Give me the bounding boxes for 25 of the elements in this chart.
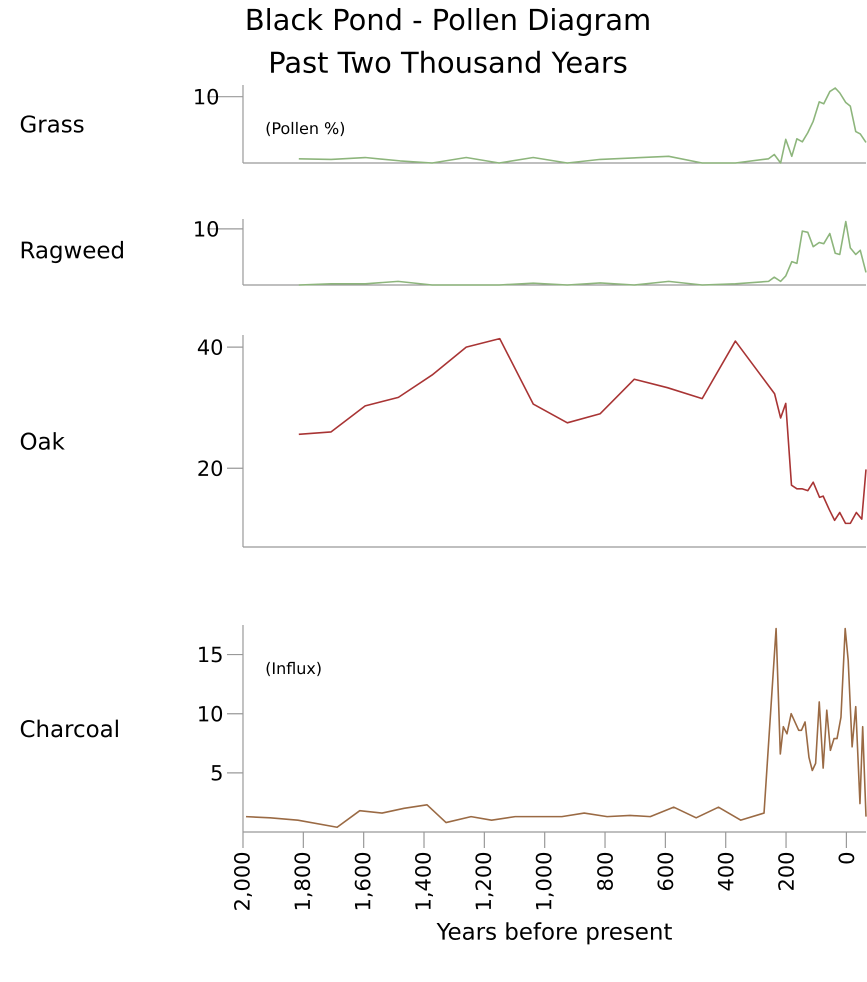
x-tick-label: 1,000: [536, 852, 554, 910]
x-tick-label: 800: [597, 852, 613, 890]
annotation: (Pollen %): [266, 122, 344, 136]
chart-title: Black Pond - Pollen Diagram: [248, 8, 649, 36]
y-axis-title: Grass: [20, 115, 84, 133]
x-tick-label: 200: [778, 852, 794, 890]
y-axis-title: Oak: [20, 432, 65, 450]
x-tick-label: 1,400: [415, 852, 433, 910]
x-tick-label: 0: [838, 852, 854, 864]
y-tick-label: 40: [198, 339, 222, 356]
x-tick-label: 1,200: [475, 852, 494, 910]
x-tick-label: 2,000: [234, 852, 252, 910]
x-tick-label: 1,600: [354, 852, 373, 910]
chart-subtitle: Past Two Thousand Years: [271, 50, 626, 74]
y-tick-label: 5: [212, 765, 222, 781]
y-tick-label: 20: [198, 460, 222, 476]
y-axis-title: Ragweed: [22, 240, 123, 264]
y-tick-label: 15: [199, 646, 222, 662]
x-axis-title: Years before present: [436, 922, 672, 944]
y-tick-label: 10: [199, 706, 222, 722]
x-tick-label: 1,800: [294, 852, 312, 910]
x-tick-label: 400: [718, 852, 734, 890]
x-tick-label: 600: [657, 852, 674, 890]
annotation: (Influx): [266, 662, 321, 676]
y-axis-title: Charcoal: [20, 720, 118, 738]
